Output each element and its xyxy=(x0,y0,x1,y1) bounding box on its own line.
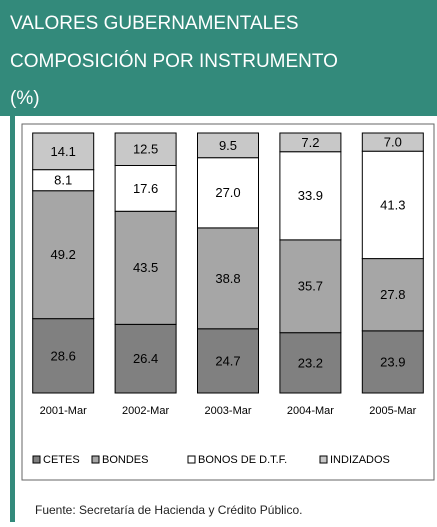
value-label: 14.1 xyxy=(51,144,76,159)
chart-title: (%) xyxy=(10,88,40,109)
value-label: 49.2 xyxy=(51,247,76,262)
bar-segment xyxy=(361,258,424,332)
value-label: 28.6 xyxy=(51,348,76,363)
value-label: 7.2 xyxy=(301,135,319,150)
legend-swatch xyxy=(187,455,196,464)
value-label: 35.7 xyxy=(298,279,323,294)
legend-swatch xyxy=(91,455,100,464)
bar-segment xyxy=(361,150,424,260)
left-strip xyxy=(10,116,15,522)
legend-label: BONDES xyxy=(102,454,148,466)
bar-segment xyxy=(197,328,259,394)
value-label: 23.2 xyxy=(298,355,323,370)
chart-title: COMPOSICIÓN POR INSTRUMENTO xyxy=(10,50,338,72)
legend-swatch xyxy=(319,455,328,464)
value-label: 26.4 xyxy=(133,351,158,366)
legend-label: INDIZADOS xyxy=(330,454,390,466)
bar-segment xyxy=(361,330,424,394)
value-label: 7.0 xyxy=(384,135,402,150)
bar-segment xyxy=(361,132,424,152)
bar-segment xyxy=(114,210,177,325)
bar-segment xyxy=(279,239,342,334)
chart-title: VALORES GUBERNAMENTALES xyxy=(10,13,299,34)
value-label: 23.9 xyxy=(380,354,405,369)
x-tick-label: 2002-Mar xyxy=(122,405,169,417)
bar-segment xyxy=(197,227,259,330)
source-note: Fuente: Secretaría de Hacienda y Crédito… xyxy=(35,503,302,517)
bar-segment xyxy=(197,157,259,229)
value-label: 38.8 xyxy=(215,271,240,286)
x-tick-label: 2001-Mar xyxy=(40,405,87,417)
x-tick-label: 2004-Mar xyxy=(287,405,334,417)
legend-label: CETES xyxy=(43,454,80,466)
value-label: 27.8 xyxy=(380,287,405,302)
x-tick-label: 2005-Mar xyxy=(369,405,416,417)
bar-segment xyxy=(32,132,95,171)
value-label: 17.6 xyxy=(133,181,158,196)
legend-swatch xyxy=(32,455,41,464)
value-label: 12.5 xyxy=(133,142,158,157)
bar-segment xyxy=(114,323,177,394)
value-label: 33.9 xyxy=(298,188,323,203)
value-label: 41.3 xyxy=(380,197,405,212)
value-label: 24.7 xyxy=(215,353,240,368)
value-label: 27.0 xyxy=(215,185,240,200)
value-label: 8.1 xyxy=(54,173,72,188)
bar-segment xyxy=(114,132,177,166)
legend-label: BONOS DE D.T.F. xyxy=(198,454,287,466)
x-tick-label: 2003-Mar xyxy=(204,405,251,417)
bar-segment xyxy=(279,151,342,241)
bar-segment xyxy=(32,190,95,320)
bar-segment xyxy=(279,132,342,153)
bar-segment xyxy=(114,165,177,212)
bar-segment xyxy=(197,132,259,159)
value-label: 9.5 xyxy=(219,138,237,153)
bar-segment xyxy=(279,332,342,394)
header-band xyxy=(0,0,437,116)
value-label: 43.5 xyxy=(133,260,158,275)
